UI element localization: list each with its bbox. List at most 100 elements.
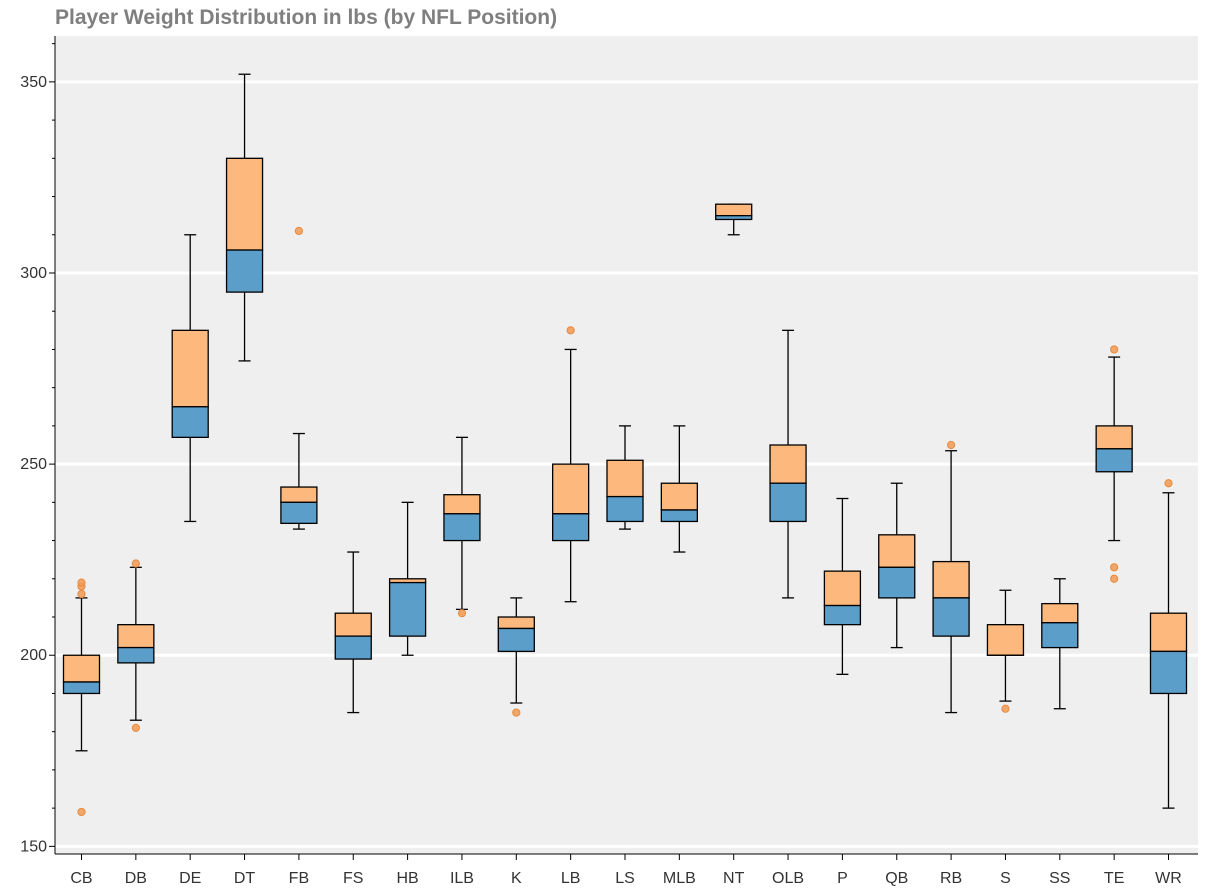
box-rb — [932, 450, 970, 714]
outlier-db-1 — [131, 559, 140, 568]
upper-box-mlb — [660, 482, 698, 511]
lower-box-p — [823, 604, 862, 626]
box-k — [497, 597, 535, 704]
upper-box-rb — [932, 560, 970, 599]
x-tick-label-lb: LB — [561, 870, 581, 887]
upper-box-te — [1095, 425, 1133, 450]
upper-box-s — [986, 624, 1025, 656]
x-tick-label-te: TE — [1104, 870, 1124, 887]
x-tick-label-qb: QB — [885, 870, 908, 887]
outlier-ilb-0 — [457, 609, 467, 618]
lower-box-db — [117, 646, 155, 664]
outlier-s-0 — [1001, 704, 1010, 713]
lower-box-k — [497, 627, 535, 653]
outlier-cb-0 — [77, 807, 86, 817]
lower-box-cb — [62, 681, 101, 695]
y-tick-label-150: 150 — [20, 838, 47, 855]
x-tick-label-de: DE — [179, 870, 201, 887]
box-te — [1095, 356, 1133, 542]
lower-box-nt — [715, 215, 753, 221]
y-tick-label-300: 300 — [20, 265, 47, 282]
lower-box-ilb — [443, 513, 481, 542]
lower-box-ls — [606, 495, 644, 523]
x-tick-label-s: S — [1000, 870, 1011, 887]
box-ss — [1041, 578, 1079, 710]
x-tick-label-k: K — [511, 870, 522, 887]
x-tick-label-cb: CB — [70, 870, 92, 887]
lower-box-olb — [769, 482, 807, 523]
y-tick-label-350: 350 — [20, 74, 47, 91]
lower-box-fb — [280, 501, 318, 525]
upper-box-dt — [225, 157, 264, 251]
x-tick-label-ilb: ILB — [450, 870, 474, 887]
lower-box-qb — [878, 566, 916, 599]
upper-box-nt — [715, 203, 753, 217]
box-fs — [334, 551, 372, 714]
outlier-cb-1 — [77, 589, 86, 599]
upper-box-cb — [62, 654, 101, 683]
upper-box-ss — [1041, 602, 1079, 624]
lower-box-mlb — [660, 509, 698, 523]
upper-box-ls — [606, 459, 644, 498]
x-tick-label-nt: NT — [723, 870, 745, 887]
x-tick-label-hb: HB — [396, 870, 418, 887]
box-mlb — [660, 425, 698, 553]
box-fb — [280, 432, 318, 530]
outlier-db-0 — [131, 723, 140, 732]
outlier-rb-0 — [947, 440, 956, 450]
lower-box-de — [171, 406, 209, 439]
box-p — [823, 497, 862, 675]
lower-box-te — [1095, 448, 1133, 473]
box-wr — [1149, 492, 1188, 809]
box-cb — [62, 597, 101, 752]
outlier-te-0 — [1110, 574, 1119, 583]
x-tick-label-fb: FB — [289, 870, 309, 887]
x-tick-label-ls: LS — [615, 870, 635, 887]
x-tick-label-p: P — [837, 870, 848, 887]
box-ls — [606, 425, 644, 530]
box-lb — [552, 348, 590, 603]
y-tick-label-250: 250 — [20, 456, 47, 473]
outliers — [77, 226, 1173, 817]
lower-box-lb — [552, 513, 590, 542]
axes: 150 200 250 300 350 CB DB DE DT FB FS HB ILB K LB LS MLB… — [20, 36, 1198, 887]
upper-box-k — [497, 616, 535, 630]
x-tick-label-wr: WR — [1155, 870, 1182, 887]
box-dt — [225, 73, 264, 362]
x-tick-label-db: DB — [125, 870, 147, 887]
y-tick-label-200: 200 — [20, 647, 47, 664]
lower-box-hb — [388, 581, 427, 637]
outlier-te-1 — [1110, 563, 1119, 572]
upper-box-olb — [769, 444, 807, 484]
lower-box-rb — [932, 597, 970, 637]
outlier-wr-0 — [1164, 479, 1173, 488]
boxes — [62, 73, 1188, 809]
upper-box-lb — [552, 463, 590, 515]
upper-box-ilb — [443, 494, 481, 515]
x-tick-label-ss: SS — [1049, 870, 1070, 887]
outlier-k-0 — [512, 708, 521, 717]
x-tick-label-fs: FS — [343, 870, 363, 887]
lower-box-dt — [225, 249, 264, 293]
x-tick-label-rb: RB — [940, 870, 962, 887]
x-tick-label-dt: DT — [234, 870, 256, 887]
box-db — [117, 566, 155, 721]
lower-box-ss — [1041, 622, 1079, 649]
lower-box-fs — [334, 635, 372, 660]
outlier-fb-0 — [294, 226, 303, 236]
x-tick-label-olb: OLB — [772, 870, 804, 887]
box-s — [986, 589, 1025, 702]
box-de — [171, 234, 209, 523]
box-olb — [769, 329, 807, 599]
outlier-te-2 — [1110, 345, 1119, 354]
upper-box-fs — [334, 612, 372, 637]
lower-box-wr — [1149, 650, 1188, 695]
upper-box-de — [171, 329, 209, 408]
upper-box-qb — [878, 534, 916, 568]
outlier-cb-3 — [77, 578, 86, 587]
outlier-lb-0 — [566, 326, 575, 335]
box-qb — [878, 482, 916, 649]
box-hb — [388, 501, 427, 656]
x-tick-label-mlb: MLB — [663, 870, 696, 887]
